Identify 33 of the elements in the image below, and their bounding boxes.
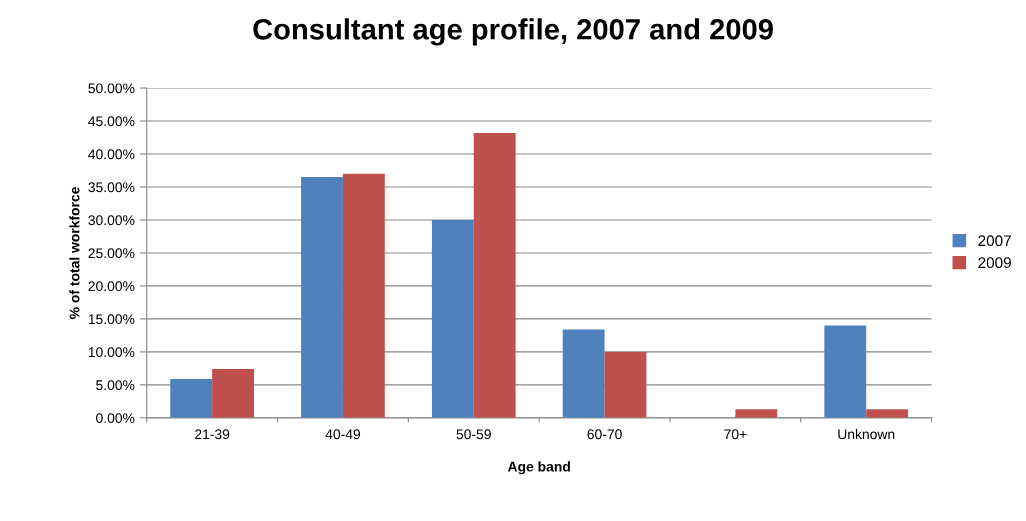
y-tick-label: 10.00% bbox=[88, 347, 135, 358]
bar bbox=[212, 369, 254, 418]
y-tick-label: 5.00% bbox=[96, 380, 135, 391]
bar bbox=[824, 325, 867, 418]
y-tick-label: 20.00% bbox=[88, 281, 135, 292]
bar bbox=[866, 409, 909, 418]
bar bbox=[170, 378, 213, 418]
y-tick-label: 30.00% bbox=[88, 215, 135, 226]
bar bbox=[431, 219, 474, 418]
x-tick-label: 40-49 bbox=[325, 429, 361, 440]
x-tick-label: 50-59 bbox=[456, 429, 491, 440]
bar bbox=[301, 177, 343, 418]
x-axis-title: Age band bbox=[507, 461, 570, 475]
x-tick-label: 60-70 bbox=[587, 429, 622, 440]
bar bbox=[735, 409, 778, 418]
bar bbox=[562, 329, 605, 418]
x-tick-label: Unknown bbox=[838, 428, 895, 440]
y-axis-title: % of total workforce bbox=[69, 187, 80, 319]
y-tick-label: 45.00% bbox=[88, 116, 135, 127]
x-tick-label: 21-39 bbox=[195, 429, 230, 440]
x-tick-label: 70+ bbox=[724, 429, 747, 440]
bar bbox=[473, 132, 516, 418]
y-tick-label: 0.00% bbox=[96, 413, 135, 424]
legend-label: 2007 bbox=[978, 235, 1011, 247]
bar bbox=[342, 173, 385, 418]
y-tick-label: 25.00% bbox=[88, 248, 135, 259]
y-tick-label: 40.00% bbox=[88, 149, 135, 160]
y-tick-label: 15.00% bbox=[88, 314, 135, 325]
y-tick-label: 50.00% bbox=[88, 83, 135, 94]
chart-title: Consultant age profile, 2007 and 2009 bbox=[253, 18, 773, 46]
bar bbox=[604, 351, 647, 418]
y-tick-label: 35.00% bbox=[88, 182, 135, 193]
legend-label: 2009 bbox=[978, 257, 1011, 269]
